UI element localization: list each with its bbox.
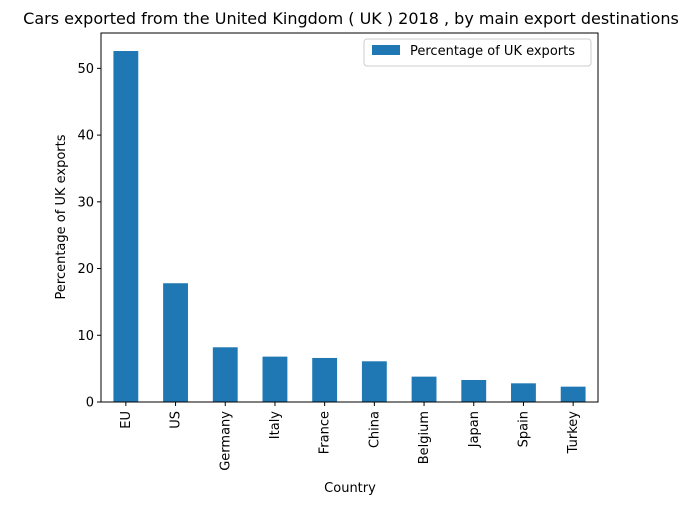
plot-frame [100, 32, 599, 403]
x-tick-label: US [169, 411, 184, 429]
x-tick-label: EU [119, 411, 134, 429]
y-tick-label: 40 [77, 129, 94, 144]
y-ticks-group: 0 10 20 30 40 50 [77, 62, 101, 411]
bar-belgium [411, 376, 437, 402]
x-tick-label: Germany [218, 411, 233, 471]
y-tick-label: 10 [77, 329, 94, 344]
x-tick-label: Italy [268, 411, 283, 440]
legend-swatch [372, 45, 400, 55]
bar-germany [212, 347, 238, 402]
chart-title: Cars exported from the United Kingdom ( … [23, 9, 679, 28]
y-tick-label: 20 [77, 262, 94, 277]
x-tick-label: Japan [467, 411, 482, 448]
bar-turkey [560, 386, 586, 402]
bar-us [163, 283, 188, 402]
x-tick-label: France [318, 411, 333, 454]
bar-japan [461, 379, 487, 402]
legend-frame [363, 38, 592, 67]
x-tick-label: Belgium [417, 411, 432, 464]
y-tick-label: 50 [77, 62, 94, 77]
x-ticks-group: EU US Germany Italy France China Belgium Japan S… [119, 402, 581, 471]
y-axis-label: Percentage of UK exports [54, 134, 69, 299]
y-tick-label: 30 [77, 195, 94, 210]
x-tick-label: Spain [516, 411, 531, 447]
bar-spain [511, 383, 536, 402]
x-axis-label: Country [324, 481, 376, 496]
bars-group [113, 51, 586, 403]
x-tick-label: China [367, 411, 382, 448]
y-tick-label: 0 [86, 396, 94, 411]
legend-entry-label: Percentage of UK exports [410, 44, 575, 59]
bar-eu [113, 51, 139, 403]
bar-china [361, 361, 387, 402]
bar-italy [262, 356, 288, 402]
x-tick-label: Turkey [566, 411, 581, 455]
legend: Percentage of UK exports [363, 38, 592, 67]
bar-france [312, 357, 338, 402]
